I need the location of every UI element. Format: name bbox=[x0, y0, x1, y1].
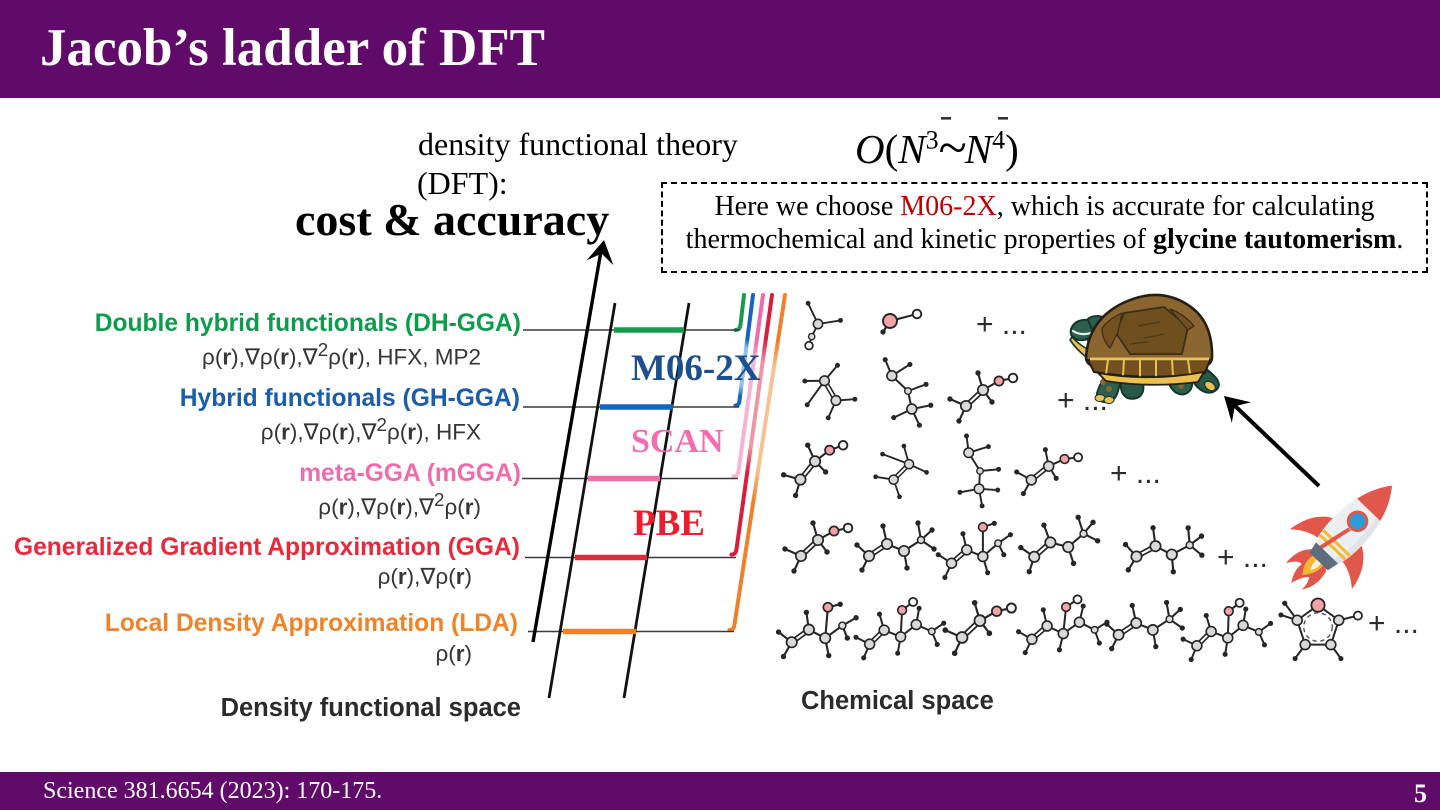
svg-text:+ ...: + ... bbox=[1110, 457, 1161, 490]
svg-text:+ ...: + ... bbox=[976, 308, 1027, 341]
svg-text:+ ...: + ... bbox=[1368, 607, 1419, 640]
svg-text:+ ...: + ... bbox=[1217, 541, 1268, 574]
